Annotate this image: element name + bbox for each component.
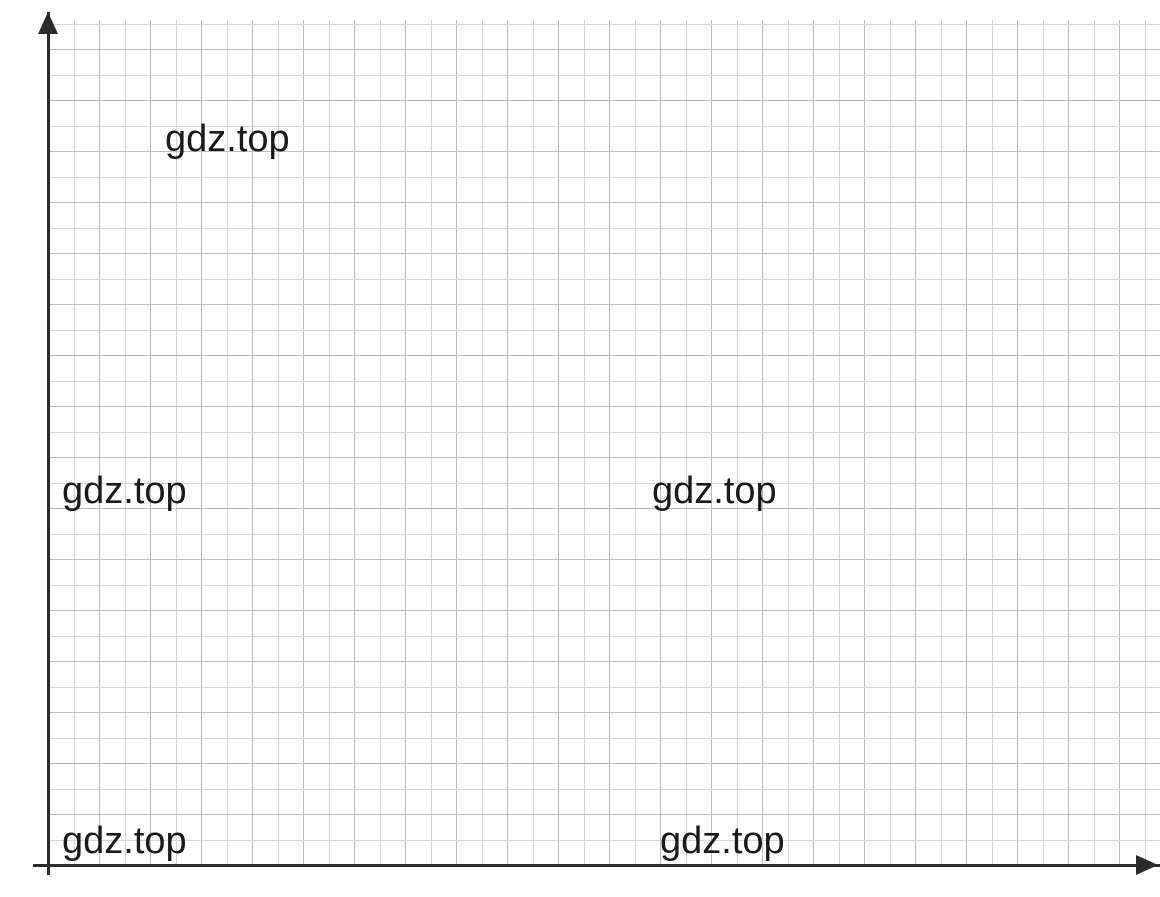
y-axis-arrow-icon [38,12,58,34]
grid-layer [0,0,1160,897]
chart-canvas: gdz.topgdz.topgdz.topgdz.topgdz.top [0,0,1160,897]
y-axis [47,12,50,875]
x-axis-arrow-icon [1136,855,1158,875]
x-axis [33,864,1160,867]
